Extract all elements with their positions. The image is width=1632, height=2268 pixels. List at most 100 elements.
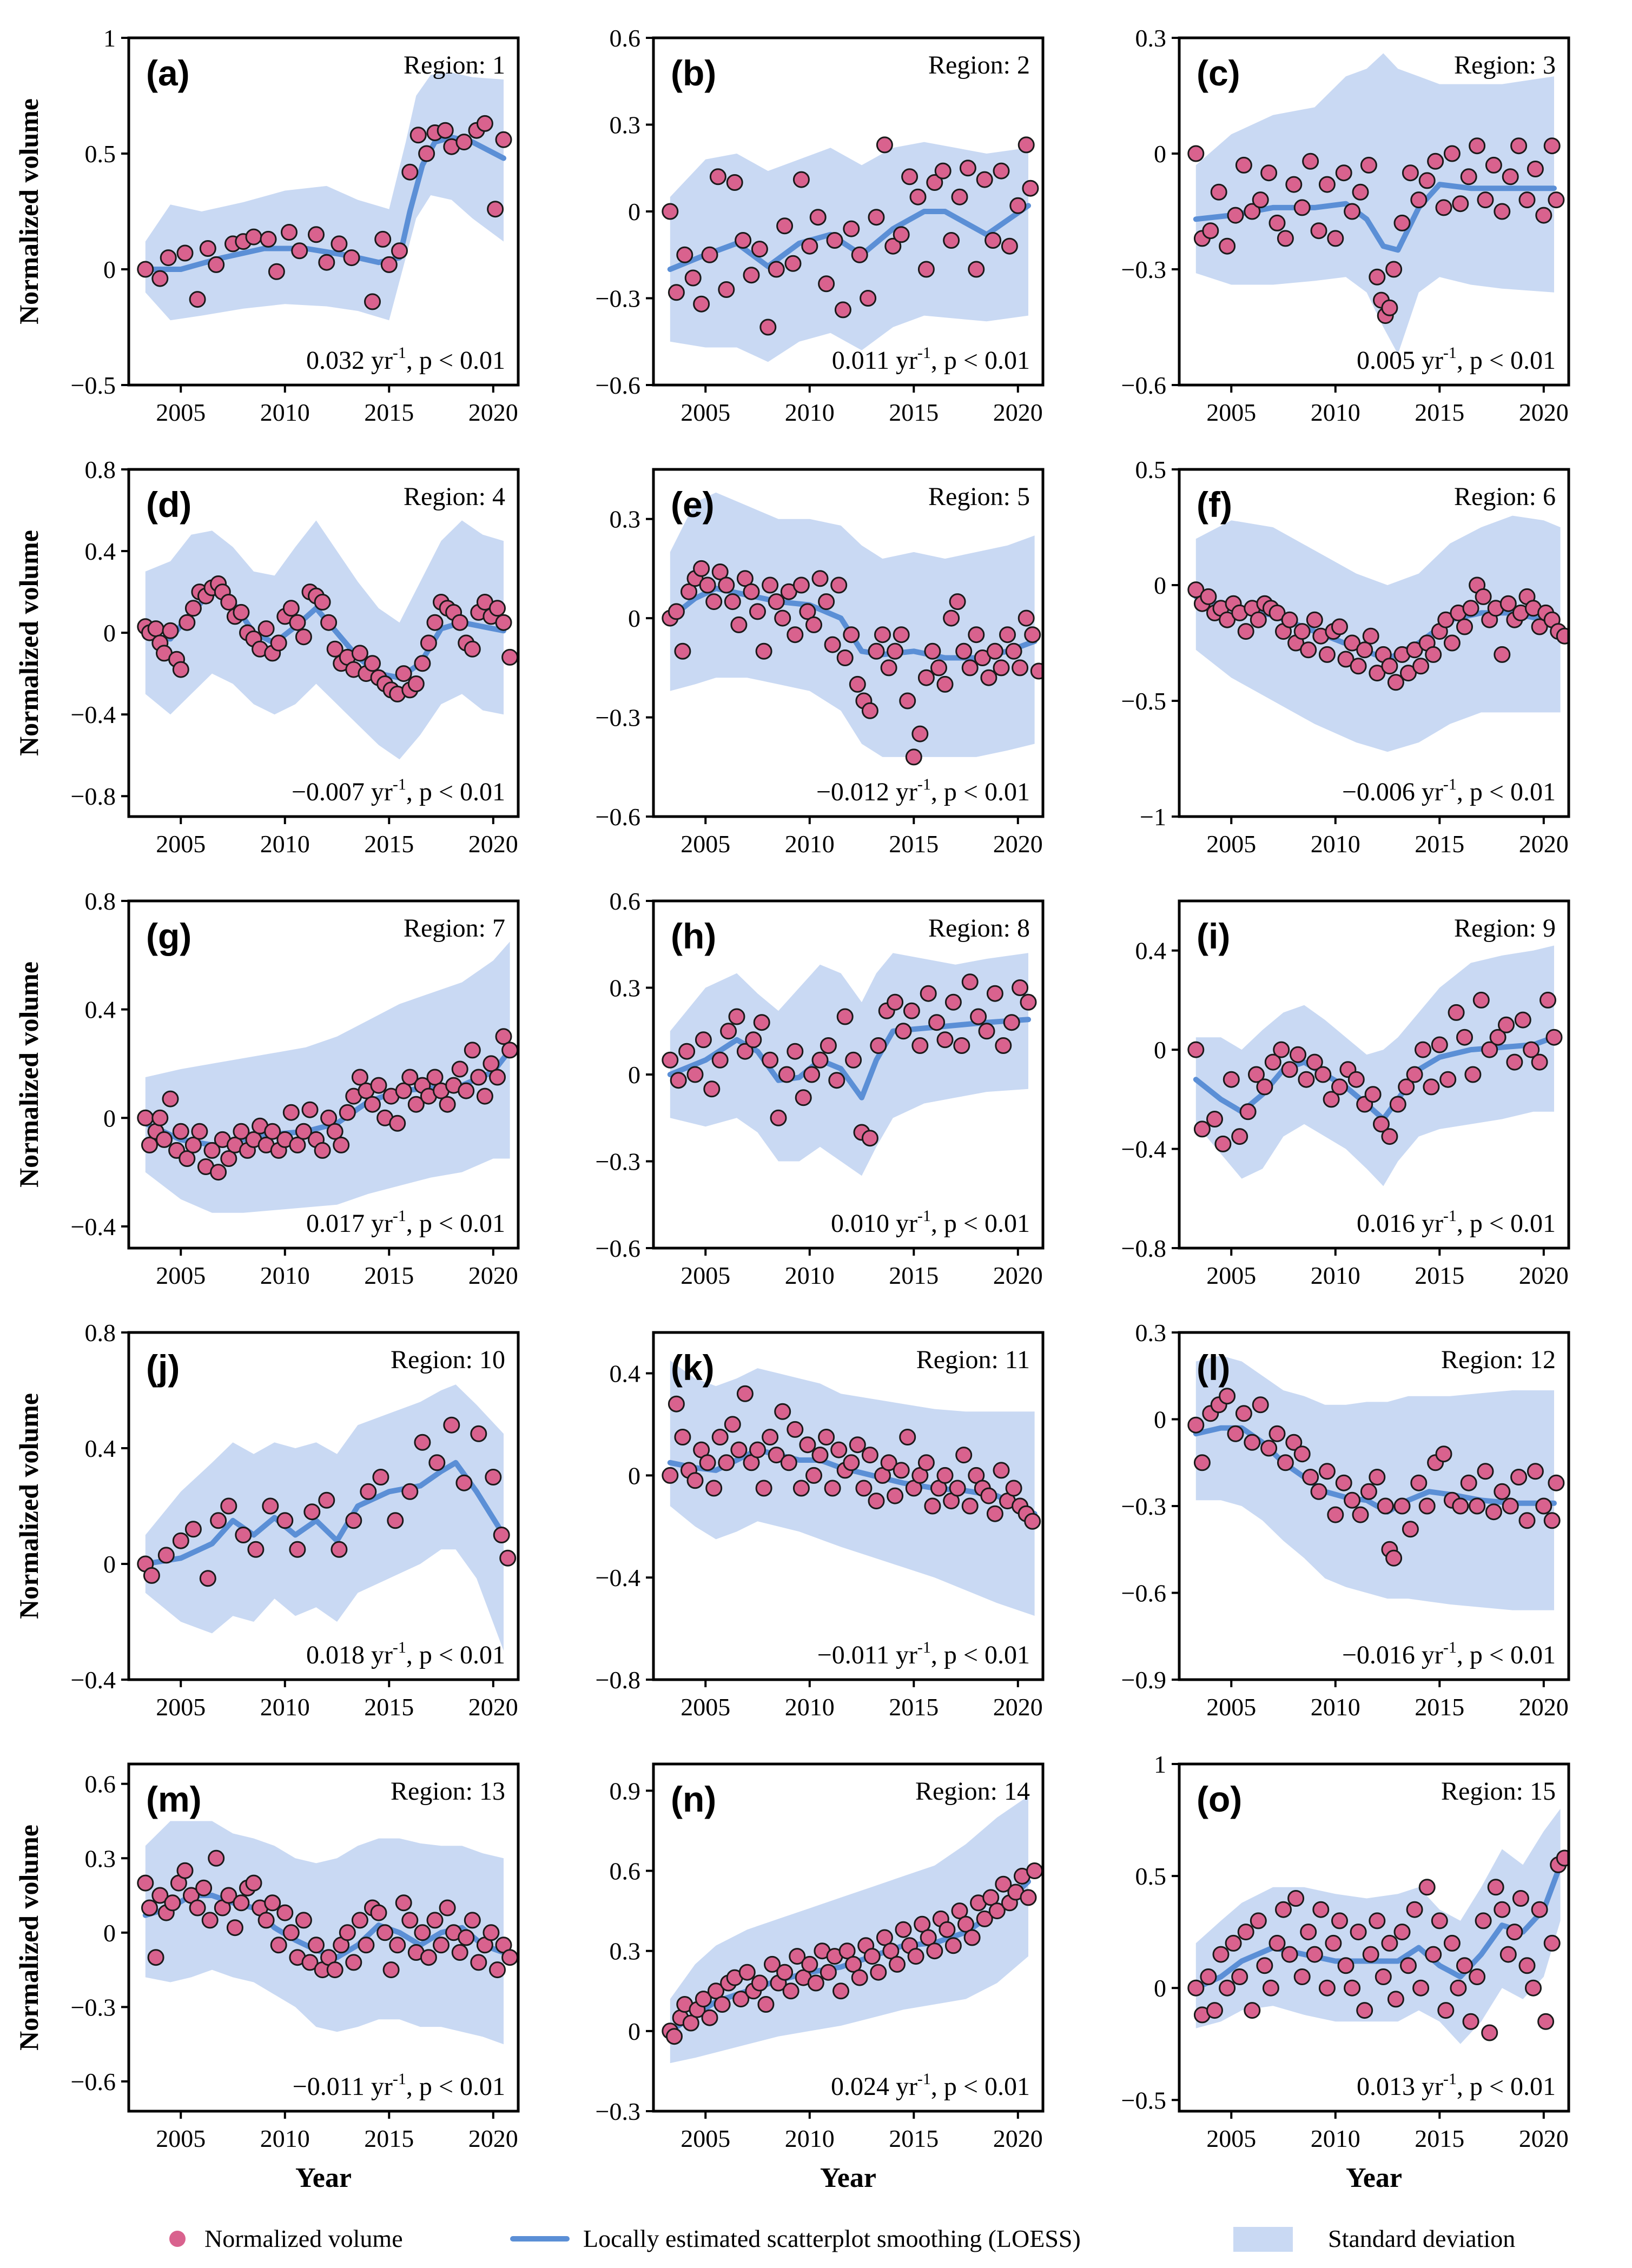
data-point <box>880 659 897 677</box>
data-point <box>701 246 718 263</box>
data-point <box>895 1921 912 1938</box>
data-point <box>899 1429 916 1445</box>
data-point <box>220 1887 237 1904</box>
data-point <box>282 600 300 617</box>
x-tick-label: 2005 <box>156 2125 206 2152</box>
data-point <box>955 1447 973 1464</box>
data-point <box>662 203 679 220</box>
data-point <box>801 1955 818 1973</box>
data-point <box>768 261 785 278</box>
y-tick-label: 0 <box>628 1061 640 1089</box>
data-point <box>301 1101 319 1118</box>
sd-band <box>1195 53 1554 354</box>
data-point <box>172 1532 189 1549</box>
data-point <box>1302 1469 1319 1486</box>
data-point <box>455 134 473 151</box>
data-point <box>1531 618 1548 635</box>
data-point <box>970 1008 987 1025</box>
data-point <box>260 230 277 248</box>
data-point <box>736 1043 754 1060</box>
data-point <box>986 1505 1003 1522</box>
data-point <box>308 1937 325 1954</box>
data-point <box>391 242 408 260</box>
data-point <box>668 603 685 620</box>
x-tick-label: 2020 <box>1519 2125 1569 2152</box>
data-point <box>726 174 743 191</box>
data-point <box>801 237 818 255</box>
data-point <box>824 1480 841 1497</box>
trend-value: −0.012 yr <box>816 778 917 806</box>
data-point <box>1452 1497 1469 1515</box>
trend-label: 0.013 yr-1, p < 0.01 <box>1357 2070 1556 2101</box>
trend-exponent: -1 <box>917 2070 931 2088</box>
data-point <box>501 1042 518 1059</box>
data-point <box>745 1031 762 1049</box>
x-tick-label: 2020 <box>1519 399 1569 426</box>
x-tick-label: 2020 <box>993 1693 1043 1721</box>
y-tick-label: −0.6 <box>596 1235 640 1262</box>
data-point <box>699 1454 716 1471</box>
data-point <box>939 1921 956 1938</box>
data-point <box>1494 646 1511 663</box>
data-point <box>686 1066 704 1083</box>
data-point <box>1435 199 1452 216</box>
data-point <box>1364 1086 1382 1103</box>
data-point <box>880 1454 897 1471</box>
data-point <box>208 1849 225 1867</box>
data-point <box>1268 1425 1286 1442</box>
data-point <box>1387 1991 1404 2008</box>
data-point <box>818 1429 835 1445</box>
panel-grid: −0.5 0 0.5 1 2005 2010 2015 2020 (a) Region: 1 0.0… <box>14 24 1570 2193</box>
panel-label: (m) <box>146 1779 202 1819</box>
data-point <box>784 255 802 272</box>
plot-area <box>137 1821 518 2045</box>
data-point <box>843 1454 860 1471</box>
region-label: Region: 3 <box>1454 51 1556 79</box>
panel-11: −0.8 −0.4 0 0.4 2005 2010 2015 2020 (k) Region: 1… <box>596 1331 1045 1721</box>
y-tick-label: −0.4 <box>596 1564 640 1591</box>
data-point <box>156 1131 173 1148</box>
data-point <box>409 127 427 144</box>
data-point <box>1022 180 1039 197</box>
data-point <box>1475 588 1492 605</box>
data-point <box>189 291 206 308</box>
data-point <box>176 244 194 262</box>
data-point <box>1005 1480 1022 1497</box>
data-point <box>1273 1041 1290 1058</box>
y-tick-label: 0.3 <box>85 1845 116 1872</box>
y-tick-label: 0 <box>1154 1036 1166 1064</box>
data-point <box>1360 156 1377 174</box>
data-point <box>1450 1979 1467 1997</box>
panel-13: −0.6 −0.3 0 0.3 0.6 2005 2010 2015 2020 (m) Region… <box>14 1762 520 2193</box>
data-point <box>199 240 216 257</box>
data-point <box>674 642 691 660</box>
data-point <box>1464 1066 1482 1083</box>
data-point <box>326 1123 343 1140</box>
data-point <box>358 1937 375 1954</box>
data-point <box>732 1991 750 2008</box>
y-tick-label: 0 <box>1154 1406 1166 1434</box>
data-point <box>705 593 723 611</box>
data-point <box>499 1549 517 1567</box>
x-tick-label: 2005 <box>156 399 206 426</box>
data-point <box>811 1051 829 1069</box>
trend-value: −0.007 yr <box>292 778 393 806</box>
data-point <box>1418 1879 1436 1896</box>
y-tick-label: 0.6 <box>610 24 641 52</box>
data-point <box>1499 595 1517 612</box>
data-point <box>1323 1091 1340 1108</box>
y-tick-label: −0.6 <box>1121 1580 1166 1607</box>
x-tick-label: 2005 <box>680 399 730 426</box>
data-point <box>1369 1469 1386 1486</box>
data-point <box>1462 600 1479 617</box>
data-point <box>1293 1968 1311 1985</box>
data-point <box>1472 991 1490 1009</box>
x-tick-label: 2015 <box>364 399 414 426</box>
data-point <box>1356 641 1373 659</box>
trend-value: 0.011 yr <box>832 346 917 375</box>
panel-14: −0.3 0 0.3 0.6 0.9 2005 2010 2015 2020 (n) Region:… <box>596 1762 1045 2193</box>
x-tick-label: 2005 <box>156 830 206 858</box>
data-point <box>787 1043 804 1060</box>
trend-significance: , p < 0.01 <box>1457 1641 1556 1669</box>
